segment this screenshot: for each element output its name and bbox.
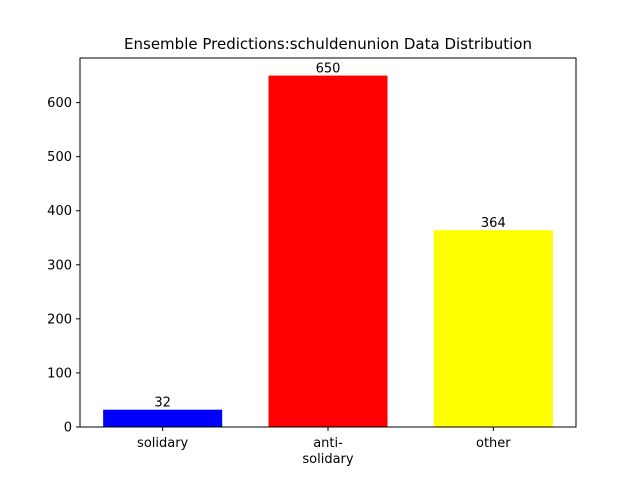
bars-layer xyxy=(103,75,553,427)
y-tick-label-0: 0 xyxy=(64,421,72,436)
y-tick-label-2: 200 xyxy=(47,312,72,327)
data-label-1: 650 xyxy=(316,62,341,77)
y-tick-label-6: 600 xyxy=(47,96,72,111)
plot-frame xyxy=(79,57,577,428)
chart-title: Ensemble Predictions:schuldenunion Data … xyxy=(124,35,532,53)
y-tick-label-1: 100 xyxy=(47,366,72,381)
data-label-2: 364 xyxy=(481,216,506,231)
x-tick-label-0: solidary xyxy=(137,436,189,451)
data-labels-layer: 32 650 364 xyxy=(154,62,505,411)
y-axis: 0 100 200 300 400 500 600 xyxy=(47,96,80,436)
data-label-0: 32 xyxy=(154,396,171,411)
x-axis: solidary anti-solidary other xyxy=(137,427,511,467)
y-tick-label-3: 300 xyxy=(47,258,72,273)
y-tick-label-5: 500 xyxy=(47,150,72,165)
bar-2 xyxy=(433,230,553,427)
bar-0 xyxy=(103,409,223,427)
bar-1 xyxy=(268,75,388,427)
x-tick-label-2: other xyxy=(476,436,511,451)
x-tick-label-1: anti-solidary xyxy=(302,436,354,467)
y-tick-label-4: 400 xyxy=(47,204,72,219)
